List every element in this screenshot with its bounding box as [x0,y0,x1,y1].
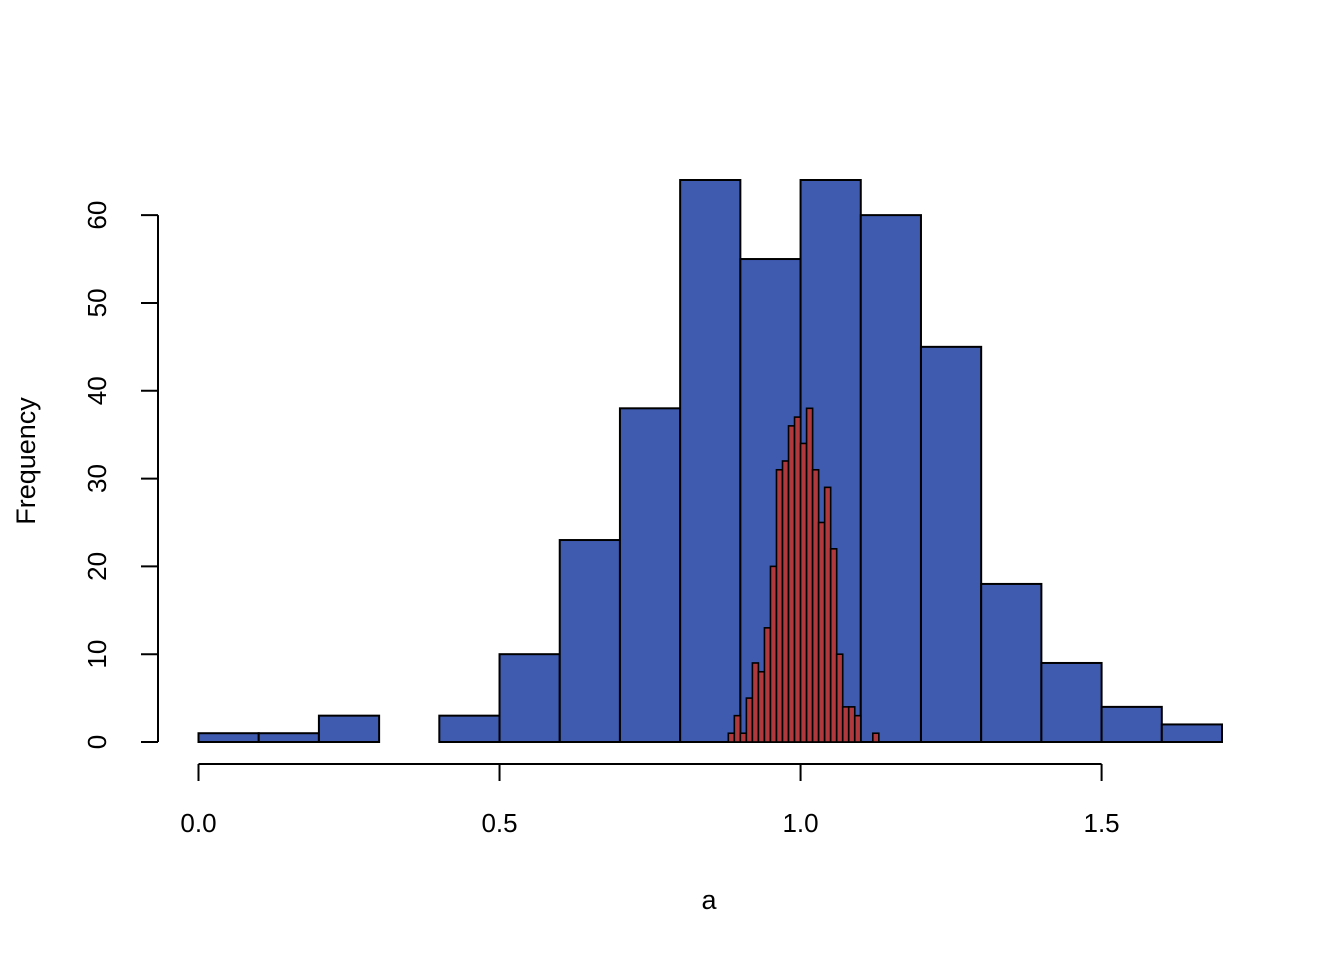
bar [805,407,814,743]
bar [823,486,832,743]
bar [257,732,320,743]
y-tick-label: 0 [82,735,112,749]
bar [835,653,844,743]
bar [781,460,790,743]
bar [733,714,742,743]
bar [859,214,922,743]
axes-layer: 0 10 20 30 40 50 60 0.0 0.5 1.0 1.5 [82,201,1120,838]
bar [498,653,561,743]
bar [618,407,682,743]
bar [817,521,826,743]
bar [811,468,820,743]
bar [558,539,621,743]
series-1 [197,179,1223,743]
bar [841,706,850,743]
bar [799,442,808,743]
bar [1100,705,1163,743]
bar [727,732,736,743]
bar [980,582,1043,743]
x-axis-title: a [701,885,717,915]
bar [787,425,796,743]
bar [847,706,856,743]
bar [679,179,742,743]
bar [739,732,748,743]
bar [197,732,260,743]
y-tick-label: 20 [82,552,112,581]
bars-layer [197,179,1223,743]
bar [763,627,772,743]
x-tick-label: 1.5 [1084,808,1120,838]
y-tick-label: 10 [82,640,112,669]
bar [775,468,784,743]
bar [1040,661,1103,743]
bar [829,548,838,743]
y-tick-label: 30 [82,464,112,493]
bar [1160,723,1223,743]
bar [872,732,880,743]
bar [745,697,754,743]
x-tick-label: 0.0 [180,808,216,838]
y-tick-label: 40 [82,376,112,405]
bar [757,670,766,743]
y-tick-label: 60 [82,201,112,230]
y-axis-title: Frequency [11,397,41,525]
bar [751,662,760,743]
y-tick-label: 50 [82,288,112,317]
bar [317,714,381,743]
x-tick-label: 0.5 [481,808,517,838]
bar [793,416,802,743]
bar [919,345,983,743]
bar [853,714,862,743]
bar [769,565,778,743]
bar [438,714,501,743]
x-tick-label: 1.0 [782,808,818,838]
series-2 [727,407,880,743]
